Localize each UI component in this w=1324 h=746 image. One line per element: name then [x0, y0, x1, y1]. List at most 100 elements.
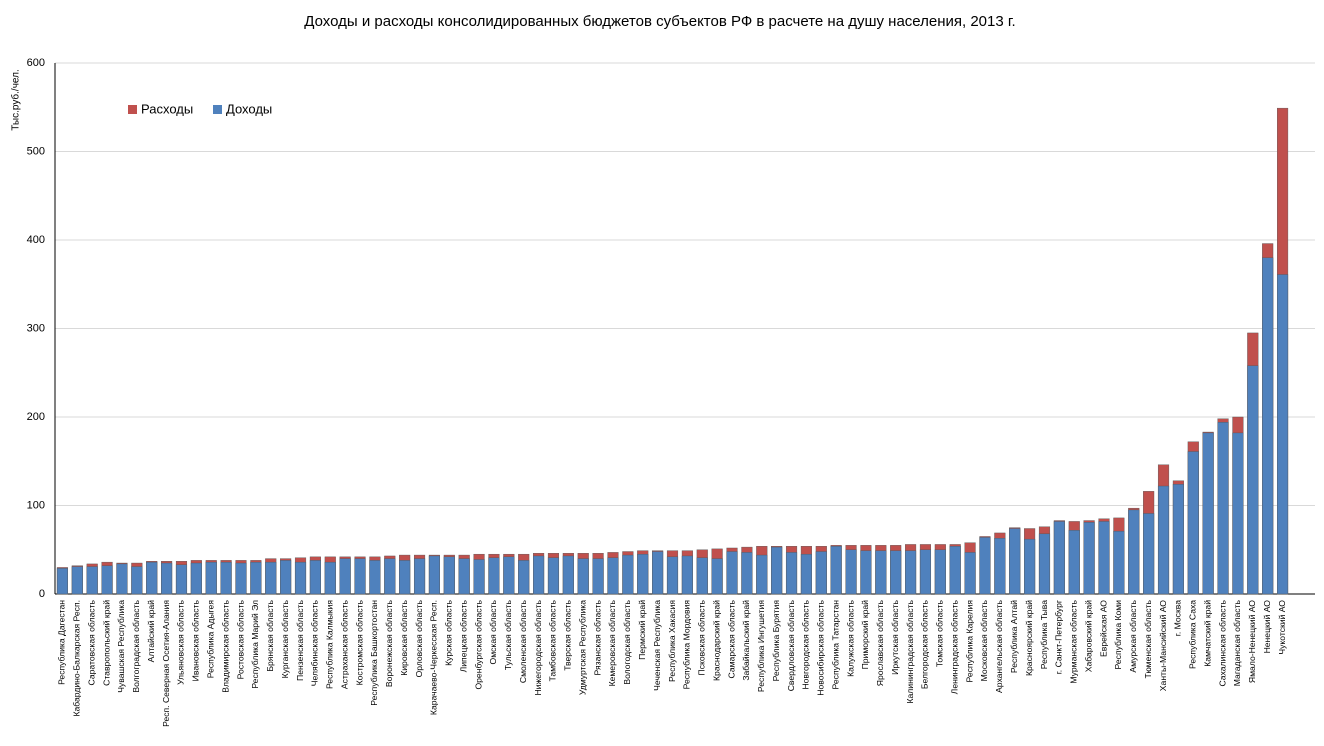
bar	[116, 563, 128, 595]
bar	[473, 559, 485, 595]
bar	[458, 558, 470, 595]
bar	[1009, 528, 1021, 595]
bar	[666, 556, 679, 595]
x-tick-label: Новгородская область	[801, 599, 811, 689]
bar	[696, 557, 708, 595]
bar	[533, 555, 545, 595]
bar	[622, 554, 634, 595]
x-tick-label: Сахалинская область	[1217, 599, 1227, 686]
x-tick-label: Мурманская область	[1069, 599, 1079, 683]
bar	[190, 562, 202, 595]
bar	[1128, 509, 1140, 595]
x-tick-label: Ленинградская область	[949, 599, 959, 694]
bar	[265, 561, 277, 595]
bar	[1247, 365, 1259, 595]
x-tick-label: Волгоградская область	[131, 599, 141, 692]
bar	[1113, 530, 1125, 595]
x-tick-label: Вологодская область	[622, 599, 632, 684]
x-tick-label: г. Москва	[1173, 600, 1183, 636]
x-tick-label: Республика Татарстан	[830, 600, 840, 690]
x-tick-label: Респ. Северная Осетия-Алания	[161, 600, 171, 727]
x-tick-label: Самарская область	[726, 599, 736, 678]
x-tick-label: Республика Башкортостан	[369, 600, 379, 706]
x-tick-label: Тульская область	[503, 599, 513, 670]
bar	[354, 558, 366, 595]
x-tick-label: Еврейская АО	[1098, 600, 1108, 657]
x-tick-label: Республика Адыгея	[206, 600, 216, 679]
bar	[1083, 522, 1095, 595]
x-tick-label: Республика Коми	[1113, 600, 1123, 670]
x-tick-label: Иркутская область	[890, 599, 900, 674]
bar	[339, 558, 351, 595]
bar	[830, 546, 842, 595]
bar	[681, 555, 693, 595]
y-tick-label: 200	[27, 411, 45, 423]
bar	[949, 546, 961, 595]
x-tick-label: Чеченская Республика	[652, 600, 662, 691]
x-tick-label: Чукотский АО	[1277, 600, 1287, 655]
x-tick-label: Республика Калмыкия	[325, 600, 335, 689]
x-tick-label: Тверская область	[563, 599, 573, 670]
bar	[1187, 451, 1199, 595]
bar	[815, 551, 827, 595]
bar	[101, 565, 113, 595]
x-tick-label: Кабардино-Балкарская Респ.	[72, 600, 82, 717]
bar	[1277, 274, 1289, 595]
x-tick-label: Рязанская область	[592, 599, 602, 675]
bar	[741, 552, 753, 595]
bar	[1157, 485, 1170, 595]
x-tick-label: Ивановская область	[191, 599, 201, 681]
legend-swatch	[213, 105, 222, 114]
x-tick-label: Томская область	[935, 599, 945, 667]
bar	[577, 558, 589, 595]
bar	[175, 564, 188, 595]
x-tick-label: Кемеровская область	[607, 599, 617, 686]
x-tick-label: Белгородская область	[920, 599, 930, 689]
x-tick-label: Ульяновская область	[176, 599, 186, 684]
x-tick-label: Московская область	[979, 599, 989, 681]
x-tick-label: Камчатский край	[1202, 600, 1212, 667]
bar	[309, 560, 321, 595]
x-tick-label: Нижегородская область	[533, 599, 543, 695]
x-tick-label: Алтайский край	[146, 600, 156, 663]
legend-label: Доходы	[226, 101, 272, 116]
bar	[1172, 484, 1184, 595]
bar	[1098, 521, 1110, 595]
x-tick-label: Республика Алтай	[1009, 600, 1019, 673]
x-tick-label: Кировская область	[399, 599, 409, 675]
x-tick-label: Саратовская область	[86, 599, 96, 685]
x-tick-label: Республика Саха	[1188, 600, 1198, 669]
x-tick-label: Владимирская область	[220, 599, 230, 692]
bar	[905, 550, 917, 595]
bar	[1053, 521, 1065, 595]
bar	[934, 549, 946, 595]
bar	[280, 560, 292, 595]
x-tick-label: Псковская область	[697, 599, 707, 675]
bar	[562, 555, 574, 595]
x-tick-label: Липецкая область	[458, 599, 468, 672]
x-tick-label: Орловская область	[414, 599, 424, 677]
bar	[1024, 538, 1036, 595]
x-tick-label: Курганская область	[280, 599, 290, 678]
bar	[71, 566, 83, 595]
bar	[1217, 422, 1229, 595]
bar	[547, 557, 560, 595]
bar	[413, 558, 426, 595]
x-tick-label: Новосибирская область	[816, 599, 826, 695]
bar	[324, 561, 336, 595]
bar	[726, 551, 738, 595]
y-tick-label: 400	[27, 234, 45, 246]
bar	[800, 553, 812, 595]
bar	[1262, 257, 1274, 595]
bar	[979, 537, 991, 595]
x-tick-label: Республика Марий Эл	[250, 600, 260, 689]
bar	[785, 552, 798, 595]
x-tick-label: Челябинская область	[310, 599, 320, 686]
x-tick-label: Омская область	[488, 599, 498, 664]
x-tick-label: Ненецкий АО	[1262, 600, 1272, 654]
bar	[294, 561, 307, 595]
bar	[384, 558, 396, 595]
x-tick-label: Республика Дагестан	[57, 600, 67, 685]
x-tick-label: Воронежская область	[384, 599, 394, 687]
